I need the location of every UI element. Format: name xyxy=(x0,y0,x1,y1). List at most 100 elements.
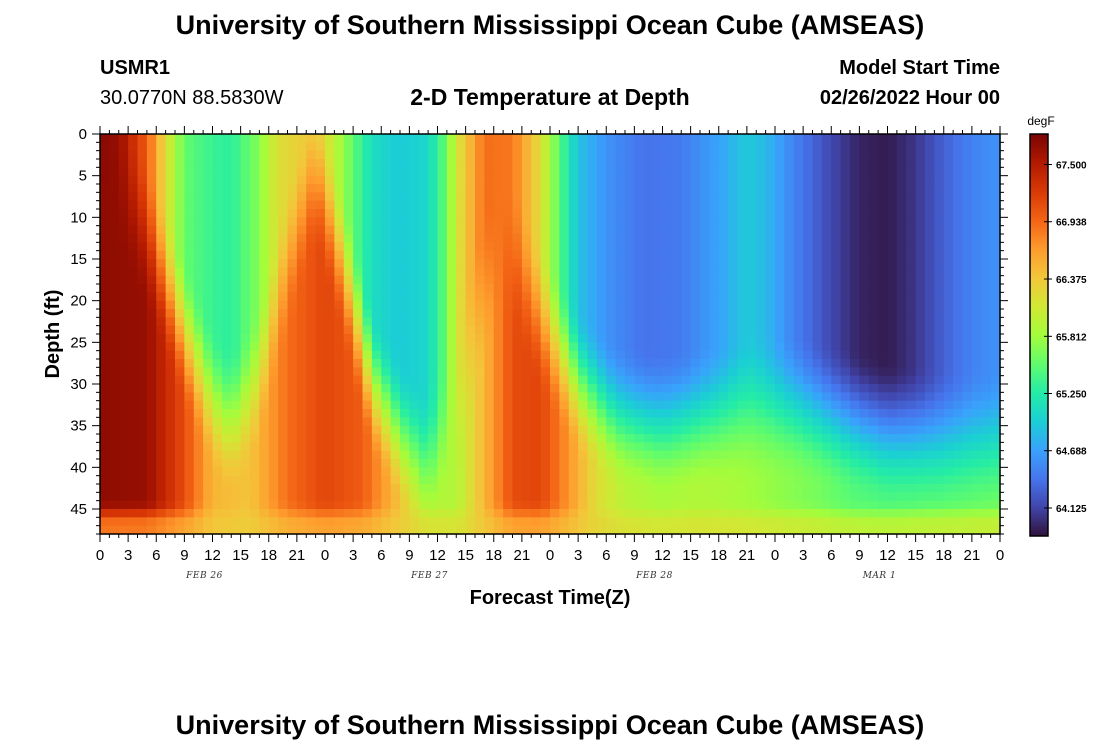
heatmap-cell xyxy=(915,175,926,185)
heatmap-cell xyxy=(306,425,317,435)
heatmap-cell xyxy=(606,184,617,193)
heatmap-cell xyxy=(718,184,729,193)
heatmap-cell xyxy=(512,450,523,460)
heatmap-cell xyxy=(250,467,260,477)
heatmap-cell xyxy=(831,275,842,285)
heatmap-cell xyxy=(606,217,617,227)
heatmap-cell xyxy=(662,325,673,335)
heatmap-cell xyxy=(700,250,710,260)
heatmap-cell xyxy=(756,150,767,160)
heatmap-cell xyxy=(896,317,907,327)
heatmap-cell xyxy=(540,434,551,443)
heatmap-cell xyxy=(165,184,176,193)
heatmap-cell xyxy=(343,467,354,477)
heatmap-cell xyxy=(203,292,214,302)
heatmap-cell xyxy=(418,167,429,177)
heatmap-cell xyxy=(540,317,551,327)
heatmap-cell xyxy=(812,317,823,327)
heatmap-cell xyxy=(203,459,214,468)
heatmap-cell xyxy=(259,450,270,460)
heatmap-cell xyxy=(325,175,335,185)
heatmap-cell xyxy=(456,142,467,152)
heatmap-cell xyxy=(821,509,832,518)
heatmap-cell xyxy=(334,317,345,327)
heatmap-cell xyxy=(775,425,785,435)
heatmap-cell xyxy=(118,392,129,402)
heatmap-cell xyxy=(175,217,185,227)
heatmap-cell xyxy=(118,442,129,452)
heatmap-cell xyxy=(681,400,692,410)
heatmap-cell xyxy=(887,417,898,427)
heatmap-cell xyxy=(278,450,289,460)
heatmap-cell xyxy=(868,275,879,285)
heatmap-cell xyxy=(418,192,429,202)
heatmap-cell xyxy=(278,367,289,377)
heatmap-cell xyxy=(212,425,223,435)
heatmap-cell xyxy=(765,350,776,360)
x-tick-label: 6 xyxy=(377,547,385,564)
heatmap-cell xyxy=(137,334,148,343)
heatmap-cell xyxy=(962,242,973,252)
heatmap-cell xyxy=(700,209,710,218)
heatmap-cell xyxy=(700,367,710,377)
heatmap-cell xyxy=(878,234,889,243)
heatmap-cell xyxy=(381,434,392,443)
heatmap-cell xyxy=(784,392,795,402)
heatmap-cell xyxy=(803,525,814,535)
heatmap-cell xyxy=(934,517,945,527)
heatmap-cell xyxy=(671,359,682,368)
heatmap-cell xyxy=(746,400,757,410)
heatmap-cell xyxy=(390,417,401,427)
heatmap-cell xyxy=(212,442,223,452)
heatmap-cell xyxy=(859,400,870,410)
heatmap-cell xyxy=(343,484,354,493)
heatmap-cell xyxy=(203,209,214,218)
heatmap-cell xyxy=(690,434,701,443)
heatmap-cell xyxy=(643,475,654,485)
heatmap-cell xyxy=(287,525,298,535)
heatmap-cell xyxy=(700,375,710,385)
heatmap-cell xyxy=(109,484,120,493)
heatmap-cell xyxy=(840,234,851,243)
heatmap-cell xyxy=(737,234,748,243)
heatmap-cell xyxy=(315,192,326,202)
heatmap-cell xyxy=(578,142,589,152)
heatmap-cell xyxy=(962,450,973,460)
heatmap-cell xyxy=(100,300,110,310)
heatmap-cell xyxy=(100,450,110,460)
heatmap-cell xyxy=(896,425,907,435)
heatmap-cell xyxy=(671,242,682,252)
heatmap-cell xyxy=(109,292,120,302)
heatmap-cell xyxy=(240,509,251,518)
heatmap-cell xyxy=(793,342,804,352)
heatmap-cell xyxy=(821,525,832,535)
heatmap-cell xyxy=(456,242,467,252)
heatmap-cell xyxy=(100,342,110,352)
heatmap-cell xyxy=(175,175,185,185)
heatmap-cell xyxy=(934,350,945,360)
heatmap-cell xyxy=(456,334,467,343)
heatmap-cell xyxy=(671,459,682,468)
heatmap-cell xyxy=(221,509,232,518)
heatmap-cell xyxy=(212,400,223,410)
heatmap-cell xyxy=(240,292,251,302)
heatmap-cell xyxy=(587,300,598,310)
heatmap-cell xyxy=(540,209,551,218)
heatmap-cell xyxy=(662,350,673,360)
heatmap-cell xyxy=(400,359,410,368)
heatmap-cell xyxy=(812,250,823,260)
heatmap-cell xyxy=(587,492,598,502)
heatmap-cell xyxy=(784,150,795,160)
heatmap-cell xyxy=(531,309,542,318)
heatmap-cell xyxy=(803,317,814,327)
heatmap-cell xyxy=(943,150,954,160)
heatmap-cell xyxy=(259,184,270,193)
heatmap-cell xyxy=(615,192,626,202)
heatmap-cell xyxy=(512,142,523,152)
heatmap-cell xyxy=(812,192,823,202)
heatmap-cell xyxy=(409,425,420,435)
heatmap-cell xyxy=(493,450,504,460)
heatmap-cell xyxy=(118,467,129,477)
heatmap-cell xyxy=(390,409,401,418)
heatmap-cell xyxy=(587,192,598,202)
